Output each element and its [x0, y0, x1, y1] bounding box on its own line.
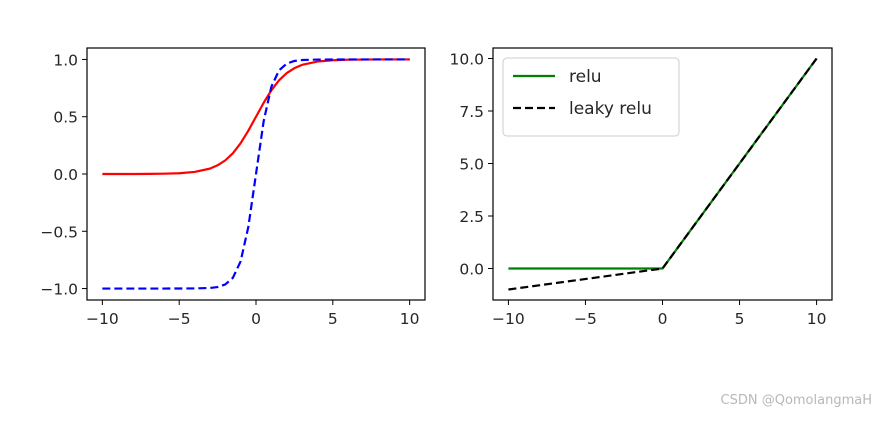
y-tick-label: −1.0	[40, 281, 78, 299]
x-tick-label: 0	[251, 310, 261, 328]
legend-box	[502, 57, 680, 137]
y-tick-label: 0.5	[53, 109, 78, 127]
x-tick-label: −5	[574, 310, 597, 328]
x-tick-label: −5	[168, 310, 191, 328]
x-tick-label: 10	[807, 310, 827, 328]
legend-label: relu	[569, 67, 602, 87]
watermark: CSDN @QomolangmaH	[720, 393, 872, 408]
series-line-leaky-relu	[508, 57, 818, 291]
y-tick-label: 5.0	[459, 156, 484, 174]
x-tick-label: −10	[86, 310, 119, 328]
x-tick-label: 10	[400, 310, 420, 328]
right-chart-relu-comparison: −10 −5 0 5 10 0.0 2.5 5.0 7.5 10.0 relu leaky relu	[449, 47, 833, 328]
y-tick-label: 7.5	[459, 103, 484, 121]
x-tick-label: 0	[658, 310, 668, 328]
series-line-1	[102, 58, 410, 290]
y-tick-label: 10.0	[449, 51, 484, 69]
y-tick-label: 0.0	[53, 166, 78, 184]
axes-frame	[492, 47, 833, 301]
y-tick-label: 0.0	[459, 261, 484, 279]
y-tick-label: −0.5	[40, 223, 78, 241]
legend-label: leaky relu	[569, 99, 652, 119]
axes-frame	[86, 47, 426, 301]
y-tick-label: 1.0	[53, 51, 78, 69]
x-tick-label: 5	[735, 310, 745, 328]
y-tick-label: 2.5	[459, 208, 484, 226]
left-chart-activation-curves: −10 −5 0 5 10 −1.0 −0.5 0.0 0.5 1.0	[40, 47, 426, 328]
series-line-0	[102, 58, 410, 176]
x-tick-label: −10	[492, 310, 525, 328]
x-tick-label: 5	[328, 310, 338, 328]
